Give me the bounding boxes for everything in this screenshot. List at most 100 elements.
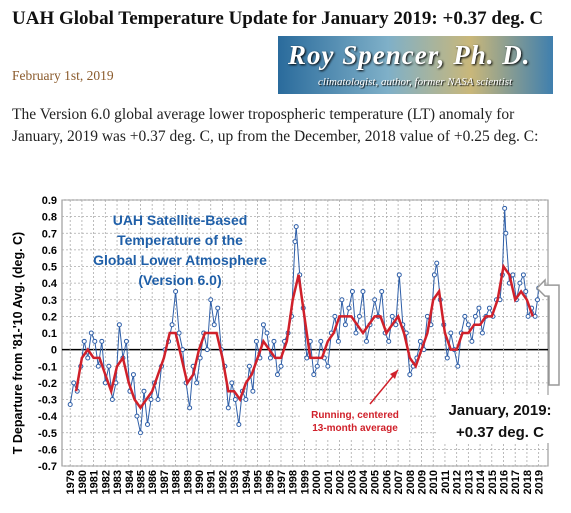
- x-tick-label: 2012: [452, 470, 464, 494]
- data-point: [311, 372, 317, 378]
- data-point: [155, 397, 161, 402]
- data-point: [469, 338, 475, 344]
- data-point: [517, 280, 523, 286]
- y-axis-title: T Departure from '81-'10 Avg. (deg. C): [11, 232, 25, 454]
- data-point: [71, 380, 77, 386]
- data-point: [386, 338, 392, 344]
- data-point: [67, 401, 73, 407]
- x-tick-label: 1979: [65, 470, 77, 494]
- data-point: [534, 297, 540, 303]
- x-tick-label: 1994: [241, 469, 253, 494]
- annotation: Running, centered: [311, 410, 399, 421]
- data-point: [523, 288, 529, 294]
- data-point: [349, 288, 355, 294]
- data-point: [211, 322, 217, 328]
- data-point: [379, 288, 385, 294]
- chart-title: UAH Satellite-Based: [113, 212, 248, 228]
- paragraph: The Version 6.0 global average lower tro…: [12, 106, 539, 145]
- data-point: [144, 421, 150, 427]
- y-tick-label: 0.4: [42, 278, 58, 290]
- data-point: [479, 330, 485, 336]
- data-point: [194, 380, 200, 386]
- data-point: [253, 338, 259, 344]
- data-point: [229, 380, 235, 386]
- chart-title: (Version 6.0): [138, 272, 221, 288]
- x-tick-label: 2010: [428, 470, 440, 494]
- x-tick-label: 2001: [323, 470, 335, 494]
- data-point: [148, 397, 154, 402]
- x-tick-label: 1982: [100, 470, 112, 494]
- x-tick-label: 1983: [112, 470, 124, 494]
- data-point: [116, 322, 122, 328]
- data-point: [476, 305, 482, 311]
- x-tick-label: 2018: [522, 470, 534, 494]
- data-point: [246, 363, 252, 369]
- x-tick-label: 1984: [124, 469, 136, 494]
- data-point: [204, 347, 210, 353]
- data-point: [389, 313, 395, 319]
- data-point: [271, 338, 277, 344]
- data-point: [465, 322, 471, 328]
- data-point: [424, 313, 430, 319]
- data-point: [510, 272, 516, 278]
- x-tick-label: 2019: [534, 470, 546, 494]
- data-point: [123, 338, 129, 344]
- data-point: [448, 330, 454, 336]
- y-tick-label: 0.8: [42, 212, 57, 224]
- data-point: [353, 330, 359, 336]
- data-point: [486, 305, 492, 311]
- x-tick-label: 2014: [475, 469, 487, 494]
- x-tick-label: 1996: [264, 470, 276, 494]
- data-point: [109, 397, 115, 402]
- data-point: [372, 297, 378, 303]
- data-point: [304, 355, 310, 361]
- data-point: [260, 322, 266, 328]
- x-tick-label: 1997: [276, 470, 288, 494]
- data-point: [525, 313, 531, 319]
- y-tick-label: -0.3: [38, 395, 57, 407]
- data-point: [503, 230, 509, 236]
- data-point: [274, 372, 280, 378]
- data-point: [318, 338, 324, 344]
- data-point: [267, 355, 273, 361]
- x-tick-label: 1985: [135, 470, 147, 494]
- data-point: [141, 388, 147, 394]
- site-banner[interactable]: Roy Spencer, Ph. D. climatologist, autho…: [278, 36, 553, 94]
- x-tick-label: 1991: [206, 470, 218, 494]
- data-point: [215, 305, 221, 311]
- x-tick-label: 1995: [253, 470, 265, 494]
- y-tick-label: -0.5: [38, 428, 57, 440]
- data-point: [130, 372, 136, 378]
- data-point: [502, 205, 508, 211]
- x-tick-label: 2005: [370, 470, 382, 494]
- annotation: 13-month average: [312, 423, 398, 434]
- y-tick-label: 0.5: [42, 262, 57, 274]
- data-point: [335, 338, 341, 344]
- y-tick-label: -0.4: [38, 411, 58, 423]
- data-point: [434, 260, 440, 266]
- x-tick-label: 2006: [381, 470, 393, 494]
- banner-subtitle: climatologist, author, former NASA scien…: [318, 76, 513, 88]
- data-point: [532, 313, 538, 319]
- data-point: [106, 363, 112, 369]
- x-tick-label: 2017: [510, 470, 522, 494]
- post-title[interactable]: UAH Global Temperature Update for Januar…: [12, 8, 544, 29]
- data-point: [293, 224, 299, 230]
- data-point: [92, 338, 98, 344]
- post-date: February 1st, 2019: [12, 68, 114, 83]
- data-point: [356, 313, 362, 319]
- data-point: [360, 288, 366, 294]
- x-tick-label: 2004: [358, 469, 370, 494]
- x-tick-label: 2003: [346, 470, 358, 494]
- data-point: [520, 272, 526, 278]
- y-tick-label: -0.2: [38, 378, 57, 390]
- data-point: [187, 405, 193, 411]
- x-tick-label: 2009: [417, 470, 429, 494]
- data-point: [176, 330, 182, 336]
- data-point: [393, 322, 399, 328]
- annotation-bg: [300, 404, 410, 438]
- data-point: [134, 413, 140, 419]
- y-tick-label: -0.1: [38, 361, 57, 373]
- data-point: [88, 330, 94, 336]
- data-point: [431, 272, 437, 278]
